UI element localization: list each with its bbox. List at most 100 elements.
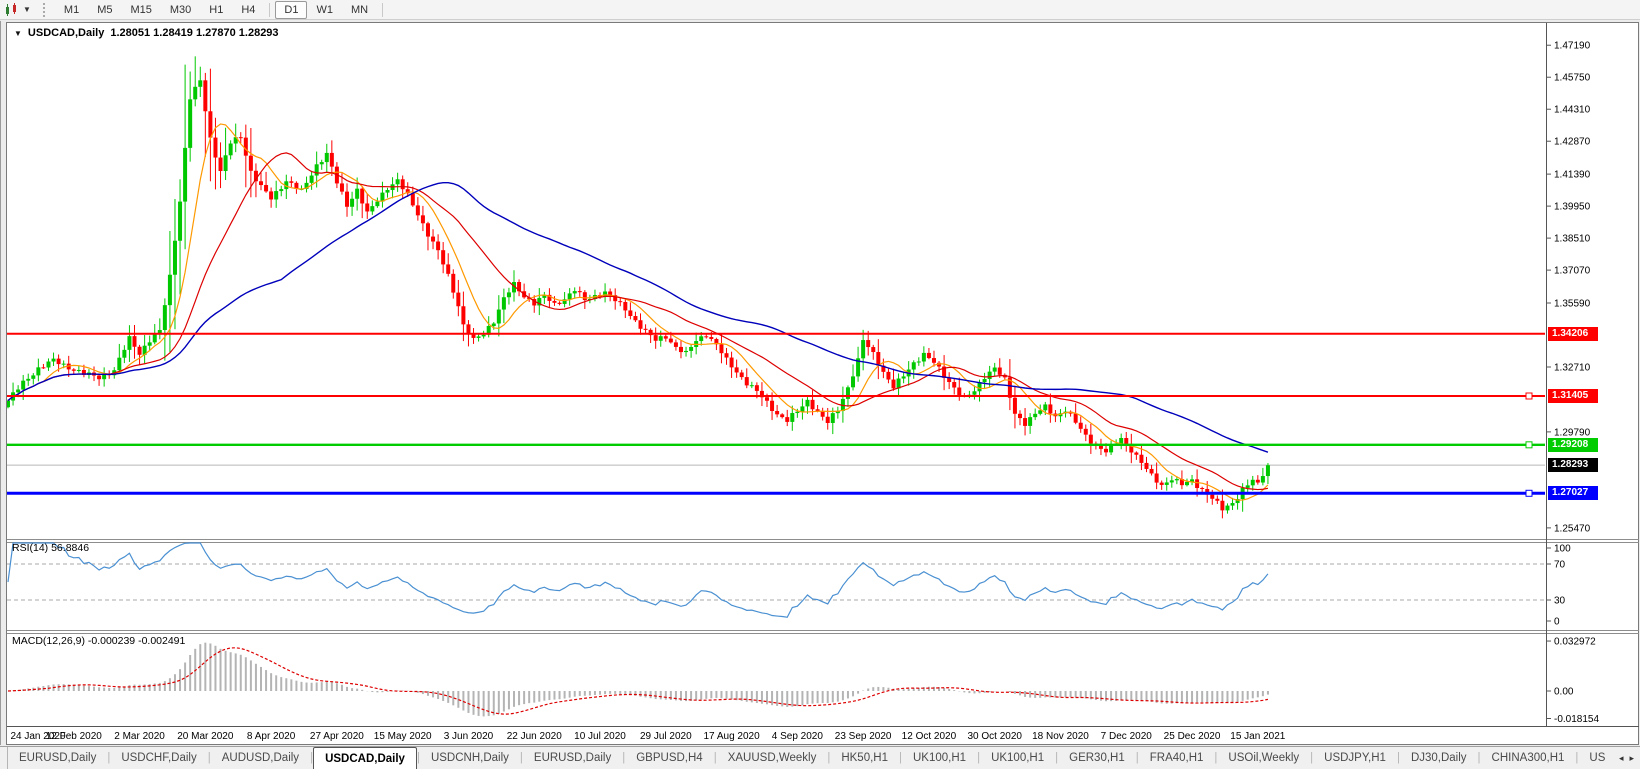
svg-text:1.38510: 1.38510 bbox=[1554, 234, 1591, 245]
svg-text:1.47190: 1.47190 bbox=[1554, 41, 1591, 52]
tab-uk100-h1[interactable]: UK100,H1 bbox=[913, 752, 967, 764]
tab-hk50-h1[interactable]: HK50,H1 bbox=[841, 752, 888, 764]
timeframe-button-W1[interactable]: W1 bbox=[316, 3, 333, 16]
tab-separator: | bbox=[713, 752, 717, 764]
tab-separator: | bbox=[1477, 752, 1481, 764]
chart-collapse-icon[interactable]: ▼ bbox=[14, 28, 22, 38]
svg-text:23 Sep 2020: 23 Sep 2020 bbox=[835, 731, 892, 742]
macd-panel bbox=[7, 642, 1269, 717]
rsi-panel bbox=[7, 542, 1545, 618]
svg-text:2 Mar 2020: 2 Mar 2020 bbox=[114, 731, 165, 742]
svg-text:70: 70 bbox=[1554, 560, 1566, 571]
svg-text:1.29790: 1.29790 bbox=[1554, 427, 1591, 438]
svg-text:1.32710: 1.32710 bbox=[1554, 363, 1591, 374]
tab-separator: | bbox=[899, 752, 902, 764]
svg-text:4 Sep 2020: 4 Sep 2020 bbox=[772, 731, 824, 742]
svg-text:1.25470: 1.25470 bbox=[1554, 523, 1591, 534]
svg-text:12 Feb 2020: 12 Feb 2020 bbox=[46, 731, 103, 742]
svg-text:17 Aug 2020: 17 Aug 2020 bbox=[703, 731, 760, 742]
tab-separator: | bbox=[1396, 752, 1400, 764]
svg-text:22 Jun 2020: 22 Jun 2020 bbox=[507, 731, 562, 742]
tab-scroll-left-icon[interactable]: ◂ bbox=[1618, 752, 1624, 763]
chart-title: ▼ USDCAD,Daily 1.28051 1.28419 1.27870 1… bbox=[14, 27, 279, 39]
tab-china300-h1[interactable]: CHINA300,H1 bbox=[1491, 752, 1565, 764]
tab-usdchf-daily[interactable]: USDCHF,Daily bbox=[121, 752, 197, 764]
timeframe-button-D1[interactable]: D1 bbox=[275, 0, 308, 19]
tab-usdjpy-h1[interactable]: USDJPY,H1 bbox=[1324, 752, 1386, 764]
svg-text:1.45750: 1.45750 bbox=[1554, 73, 1591, 84]
svg-text:29 Jul 2020: 29 Jul 2020 bbox=[640, 731, 692, 742]
tab-separator: | bbox=[107, 752, 111, 764]
svg-text:100: 100 bbox=[1554, 544, 1571, 555]
hline-handle bbox=[1525, 392, 1533, 400]
timeframe-button-H4[interactable]: H4 bbox=[241, 3, 256, 16]
symbol-tab-bar: EURUSD,Daily | USDCHF,Daily | AUDUSD,Daily | U… bbox=[0, 746, 1640, 769]
tab-separator: | bbox=[1135, 752, 1139, 764]
svg-text:30: 30 bbox=[1554, 596, 1566, 607]
svg-text:0.00: 0.00 bbox=[1554, 687, 1574, 698]
tab-ger30-h1[interactable]: GER30,H1 bbox=[1069, 752, 1125, 764]
chart-symbol-period: USDCAD,Daily bbox=[27, 27, 105, 39]
toolbar-grip[interactable] bbox=[42, 2, 47, 17]
tab-separator: | bbox=[416, 752, 420, 764]
svg-text:7 Dec 2020: 7 Dec 2020 bbox=[1101, 731, 1153, 742]
tab-eurusd-daily[interactable]: EURUSD,Daily bbox=[19, 752, 97, 764]
timeframe-button-M1[interactable]: M1 bbox=[63, 3, 80, 16]
tab-uk100-h1[interactable]: UK100,H1 bbox=[991, 752, 1045, 764]
tab-separator: | bbox=[977, 752, 981, 764]
svg-text:-0.018154: -0.018154 bbox=[1554, 714, 1599, 725]
chart-ohlc-values: 1.28051 1.28419 1.27870 1.28293 bbox=[110, 27, 279, 39]
chart-type-icon[interactable] bbox=[4, 2, 20, 17]
timeframe-button-M30[interactable]: M30 bbox=[169, 3, 192, 16]
svg-text:15 Jan 2021: 15 Jan 2021 bbox=[1230, 731, 1285, 742]
current-price-badge: 1.28293 bbox=[1548, 458, 1598, 473]
svg-text:1.39950: 1.39950 bbox=[1554, 202, 1591, 213]
svg-text:1.37070: 1.37070 bbox=[1554, 266, 1591, 277]
tab-usdcad-daily[interactable]: USDCAD,Daily bbox=[313, 747, 417, 769]
tab-eurusd-daily[interactable]: EURUSD,Daily bbox=[533, 752, 612, 764]
tab-dj30-daily[interactable]: DJ30,Daily bbox=[1410, 752, 1467, 764]
svg-text:27 Apr 2020: 27 Apr 2020 bbox=[310, 731, 364, 742]
svg-text:3 Jun 2020: 3 Jun 2020 bbox=[444, 731, 494, 742]
svg-text:24 Jan 2020: 24 Jan 2020 bbox=[10, 731, 65, 742]
tab-usdcnh-daily[interactable]: USDCNH,Daily bbox=[430, 752, 509, 764]
tab-xauusd-weekly[interactable]: XAUUSD,Weekly bbox=[727, 752, 817, 764]
timeframe-button-M5[interactable]: M5 bbox=[97, 3, 113, 16]
svg-text:1.35590: 1.35590 bbox=[1554, 299, 1591, 310]
timeframe-button-MN[interactable]: MN bbox=[350, 3, 369, 16]
hline-handle bbox=[1525, 441, 1533, 449]
hline-handle bbox=[1525, 489, 1533, 497]
rsi-line bbox=[7, 542, 1269, 618]
price-badge-1.31405: 1.31405 bbox=[1548, 389, 1598, 403]
svg-text:30 Oct 2020: 30 Oct 2020 bbox=[967, 731, 1022, 742]
svg-text:1.41390: 1.41390 bbox=[1554, 170, 1591, 181]
tab-audusd-daily[interactable]: AUDUSD,Daily bbox=[221, 752, 300, 764]
tab-us[interactable]: US bbox=[1589, 752, 1606, 764]
price-badge-1.27027: 1.27027 bbox=[1548, 486, 1598, 501]
macd-indicator-label: MACD(12,26,9) -0.000239 -0.002491 bbox=[12, 635, 186, 647]
svg-text:15 May 2020: 15 May 2020 bbox=[374, 731, 432, 742]
tab-scroll-right-icon[interactable]: ▸ bbox=[1629, 752, 1634, 763]
price-badge-1.34206: 1.34206 bbox=[1548, 326, 1598, 341]
tab-separator: | bbox=[1055, 752, 1059, 764]
chart-window[interactable] bbox=[6, 22, 1639, 745]
rsi-indicator-label: RSI(14) 56.8846 bbox=[12, 542, 90, 554]
tab-fra40-h1[interactable]: FRA40,H1 bbox=[1149, 752, 1204, 764]
rsi-axis: 100 0 70 30 bbox=[1546, 544, 1571, 628]
svg-text:12 Oct 2020: 12 Oct 2020 bbox=[902, 731, 957, 742]
macd-signal-line bbox=[7, 647, 1269, 715]
moving-averages bbox=[7, 123, 1269, 501]
svg-text:1.42870: 1.42870 bbox=[1554, 137, 1591, 148]
timeframe-button-H1[interactable]: H1 bbox=[209, 3, 224, 16]
tab-usoil-weekly[interactable]: USOil,Weekly bbox=[1228, 752, 1300, 764]
svg-text:10 Jul 2020: 10 Jul 2020 bbox=[574, 731, 626, 742]
horizontal-lines bbox=[7, 332, 1545, 497]
svg-text:20 Mar 2020: 20 Mar 2020 bbox=[177, 731, 234, 742]
tab-scroll-controls: ◂ ▸ bbox=[1613, 753, 1640, 764]
timeframe-button-M15[interactable]: M15 bbox=[130, 3, 152, 16]
tab-gbpusd-h4[interactable]: GBPUSD,H4 bbox=[636, 752, 703, 764]
svg-text:0: 0 bbox=[1554, 617, 1560, 628]
chart-type-dropdown-icon[interactable]: ▼ bbox=[23, 5, 31, 14]
